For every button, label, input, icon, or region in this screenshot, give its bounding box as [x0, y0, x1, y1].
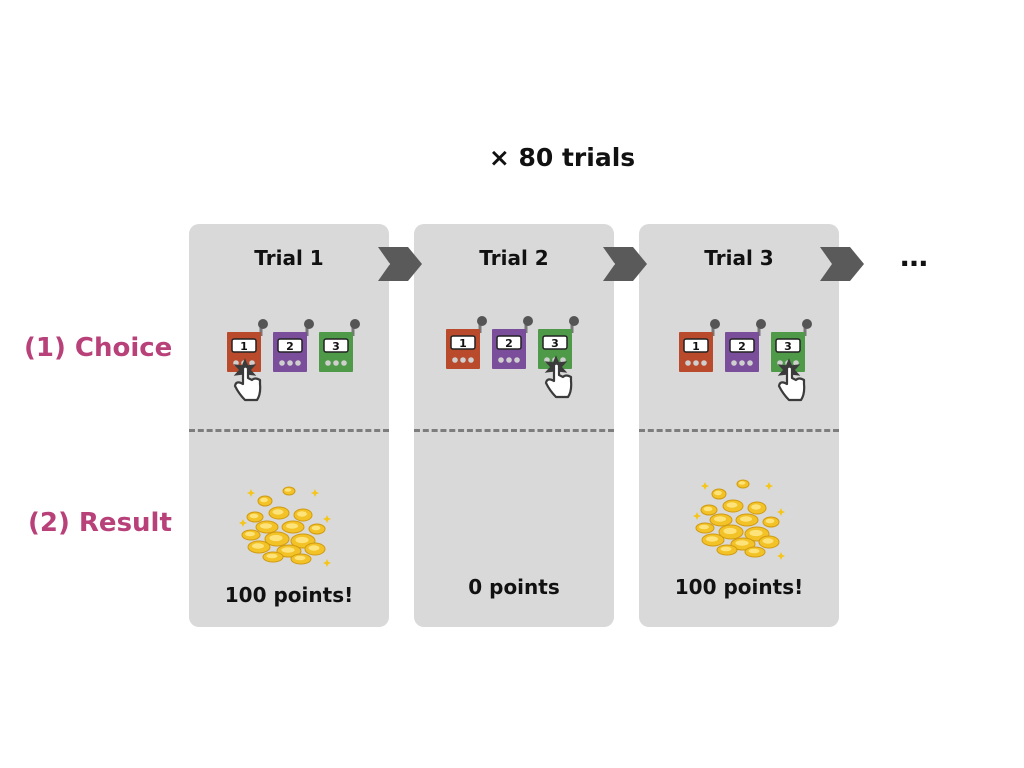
trial-title: Trial 3 — [704, 246, 774, 270]
machine-number: 3 — [551, 337, 559, 350]
slot-machines-group: 1 2 3 — [227, 319, 360, 402]
slot-machine-1: 1 — [679, 319, 720, 372]
phase-divider — [189, 429, 389, 432]
trial-result-text: 100 points! — [674, 575, 804, 599]
phase-divider — [639, 429, 839, 432]
trial-result-text: 100 points! — [224, 583, 354, 607]
more-trials-ellipsis: … — [900, 240, 929, 273]
trial-title: Trial 2 — [479, 246, 549, 270]
slot-machine-1: 1 — [227, 319, 268, 372]
machine-number: 3 — [332, 340, 340, 353]
slot-machine-3: 3 — [319, 319, 360, 372]
trial-panel-1: Trial 1 1 2 3 100 points! — [189, 224, 389, 627]
phase-divider — [414, 429, 614, 432]
gold-coins-icon — [693, 479, 785, 560]
tap-hand-icon — [544, 355, 573, 399]
result-row-label: (2) Result — [28, 508, 172, 538]
next-arrow-icon — [820, 247, 864, 281]
machine-number: 2 — [286, 340, 294, 353]
gold-coins-icon — [239, 486, 331, 567]
trials-count-header: × 80 trials — [488, 143, 636, 172]
machine-number: 2 — [738, 340, 746, 353]
slot-machine-2: 2 — [725, 319, 766, 372]
machine-number: 1 — [240, 340, 248, 353]
trial-title: Trial 1 — [254, 246, 324, 270]
trial-panel-2: Trial 2 1 2 3 0 points — [414, 224, 614, 627]
slot-machine-2: 2 — [273, 319, 314, 372]
slot-machines-group: 1 2 3 — [446, 316, 579, 399]
trial-panel-3: Trial 3 1 2 3 100 points! — [639, 224, 839, 627]
trial-result-text: 0 points — [468, 575, 560, 599]
slot-machine-1: 1 — [446, 316, 487, 369]
tap-hand-icon — [777, 358, 806, 402]
machine-number: 3 — [784, 340, 792, 353]
machine-number: 2 — [505, 337, 513, 350]
next-arrow-icon — [603, 247, 647, 281]
machine-number: 1 — [692, 340, 700, 353]
slot-machines-group: 1 2 3 — [679, 319, 812, 402]
slot-machine-2: 2 — [492, 316, 533, 369]
choice-row-label: (1) Choice — [24, 333, 173, 363]
machine-number: 1 — [459, 337, 467, 350]
next-arrow-icon — [378, 247, 422, 281]
slot-machine-3: 3 — [538, 316, 579, 369]
slot-machine-3: 3 — [771, 319, 812, 372]
tap-hand-icon — [233, 358, 262, 402]
